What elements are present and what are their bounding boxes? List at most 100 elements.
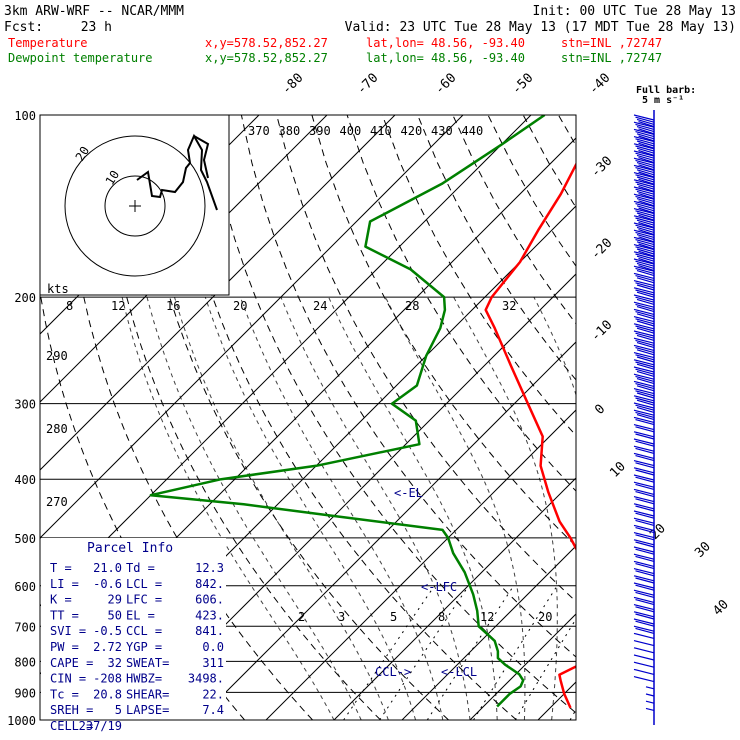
wind-barb (633, 258, 655, 272)
parcel-row-label: LI = (50, 577, 79, 591)
theta-label-290: 290 (46, 349, 68, 363)
hodograph-trace (136, 133, 218, 211)
hodograph-speed-ticks: 8 12 16 20 24 28 32 (66, 299, 516, 313)
speed-tick-32: 32 (502, 299, 516, 313)
wind-barb (633, 330, 655, 341)
wind-barb (633, 373, 655, 385)
parcel-row-value: 20.8 (93, 687, 122, 701)
dry-adiabat (664, 115, 740, 720)
parcel-row-value: 29 (108, 593, 122, 607)
wind-barb (633, 474, 655, 483)
legend-dewpoint-latlon: lat,lon= 48.56, -93.40 (366, 51, 525, 65)
wind-barb (633, 128, 655, 142)
wind-barb (633, 524, 655, 534)
parcel-row-value: 5 (115, 703, 122, 717)
wind-barb (633, 287, 655, 298)
wind-barb (633, 200, 655, 214)
speed-tick-28: 28 (405, 299, 419, 313)
parcel-row-value: -0.6 (93, 577, 122, 591)
moist-adiabat (239, 296, 444, 720)
wind-barb (633, 215, 655, 228)
pressure-tick-1000: 1000 (7, 714, 36, 728)
wind-barb (633, 488, 655, 498)
parcel-row-label: K = (50, 593, 72, 607)
parcel-row-value: 2.72 (93, 640, 122, 654)
wind-barb (633, 409, 655, 421)
isotherm-label-10: 10 (607, 459, 629, 481)
wind-barb (633, 121, 655, 135)
parcel-row-label: SREH = (50, 703, 93, 717)
parcel-row-label-right: EL = (126, 608, 155, 622)
pressure-tick-labels: 100 200 300 400 500 600 700 800 900 1000 (7, 109, 36, 728)
dry-adiabat (417, 115, 576, 381)
wind-barb (633, 114, 655, 128)
wind-barb (633, 546, 655, 555)
wind-barb (633, 654, 655, 661)
legend-dewpoint-label: Dewpoint temperature (8, 51, 153, 65)
wind-barb (645, 686, 655, 690)
full-barb-label: Full barb: (636, 85, 696, 96)
parcel-row-value-right: 12.3 (195, 561, 224, 575)
isotherm-line (197, 341, 576, 720)
wind-barb (633, 668, 655, 675)
speed-tick-20: 20 (233, 299, 247, 313)
legend-temperature-station: stn=INL ,72747 (561, 36, 662, 50)
parcel-row-value-right: 311 (202, 656, 224, 670)
wind-barb (633, 481, 655, 490)
parcel-row-label: Tc = (50, 687, 79, 701)
dry-adiabat (170, 115, 517, 720)
legend-temperature-xy: x,y=578.52,852.27 (205, 36, 328, 50)
theta-label-270: 270 (46, 495, 68, 509)
speed-tick-16: 16 (166, 299, 180, 313)
hodograph-ring-label-10: 10 (103, 168, 123, 188)
isotherm-line (40, 115, 396, 471)
wind-barb (633, 265, 655, 277)
parcel-row-value-right: 842. (195, 577, 224, 591)
wind-barb (633, 222, 655, 236)
isotherm-label--80: -80 (279, 71, 306, 98)
valid-time: Valid: 23 UTC Tue 28 May 13 (17 MDT Tue … (345, 20, 736, 35)
isotherm-line (265, 409, 576, 720)
theta-e-label-380: 380 (279, 124, 301, 138)
isotherm-line (469, 613, 576, 720)
isotherm-label--30: -30 (588, 154, 615, 181)
hodograph-origin (129, 200, 141, 212)
parcel-row-label: CELL = (50, 719, 93, 733)
wind-barb (633, 640, 655, 647)
dry-adiabat (135, 115, 449, 720)
isotherm-label-40: 40 (710, 597, 732, 619)
dry-adiabat (735, 115, 740, 720)
wind-barb (633, 308, 655, 320)
wind-barb (633, 229, 655, 243)
theta-e-label-410: 410 (370, 124, 392, 138)
parcel-info-background (41, 538, 226, 720)
dewpoint-line (149, 115, 546, 708)
wind-barb (633, 517, 655, 526)
wind-barb (633, 352, 655, 363)
dry-adiabat (100, 115, 381, 720)
mixing-ratio-line (426, 585, 515, 720)
wind-barb (633, 344, 655, 356)
mixing-ratio-label-12: 12 (480, 610, 494, 624)
isotherm-line (40, 115, 532, 607)
moist-adiabat (204, 296, 417, 720)
el-marker: <-EL (394, 486, 423, 500)
mixing-ratio-label-2: 2 (298, 610, 305, 624)
isotherm-label--50: -50 (509, 71, 536, 98)
parcel-row-label: CAPE = (50, 656, 93, 670)
legend-temperature-label: Temperature (8, 36, 87, 50)
dry-adiabat (594, 115, 740, 720)
theta-e-label-420: 420 (401, 124, 423, 138)
mixing-ratio-label-8: 8 (438, 610, 445, 624)
parcel-row-value: 21.0 (93, 561, 122, 575)
moist-adiabat (121, 296, 335, 720)
legend-dewpoint-station: stn=INL ,72747 (561, 51, 662, 65)
wind-barb (633, 236, 655, 250)
theta-e-label-390: 390 (309, 124, 331, 138)
wind-barb (633, 568, 655, 577)
parcel-row-value-right: 22. (202, 687, 224, 701)
wind-barb (645, 700, 655, 704)
pressure-tick-700: 700 (14, 620, 36, 634)
wind-barb (633, 395, 655, 406)
